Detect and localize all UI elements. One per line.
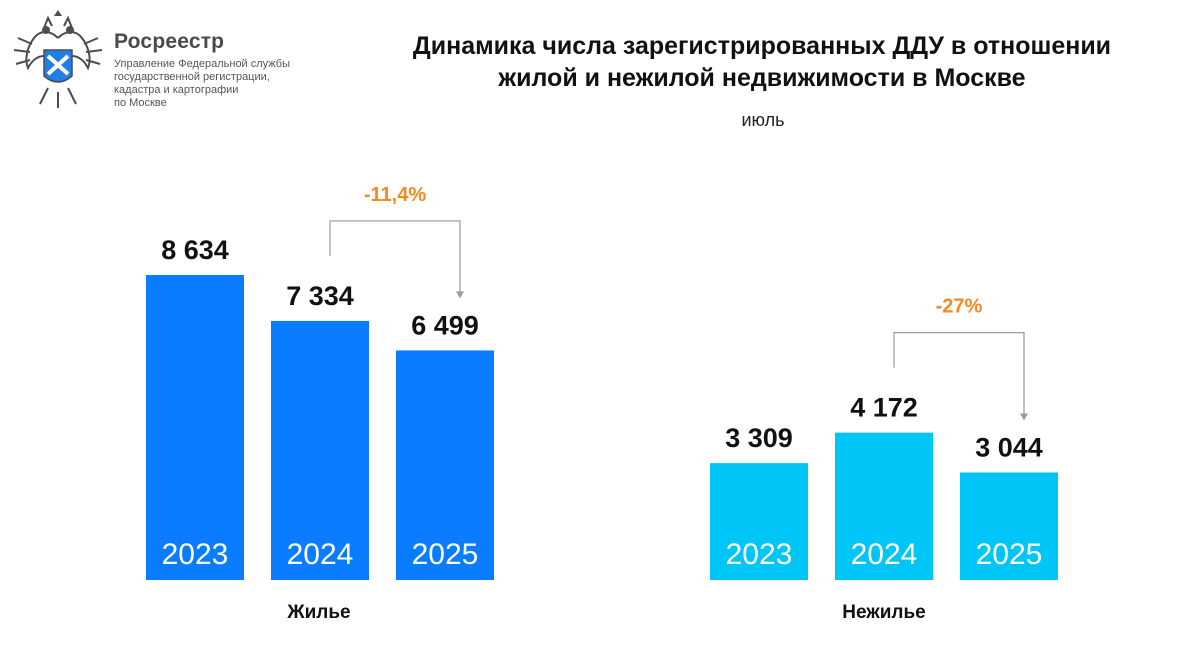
bar-2023	[146, 275, 244, 580]
chart-subtitle: июль	[741, 110, 785, 130]
bar-value-label: 3 044	[975, 432, 1043, 462]
bar-2024	[271, 320, 369, 580]
change-arrow-icon	[456, 291, 464, 299]
bar-year-label: 2024	[287, 538, 354, 571]
bar-value-label: 4 172	[850, 393, 918, 423]
org-subtitle-line: по Москве	[114, 97, 167, 109]
change-arrow-icon	[1020, 413, 1028, 421]
chart-title-line-2: жилой и нежилой недвижимости в Москве	[498, 64, 1026, 92]
bar-value-label: 6 499	[411, 310, 479, 340]
change-bracket	[893, 332, 1025, 415]
bar-year-label: 2025	[412, 538, 479, 571]
group-label: Нежилье	[842, 602, 926, 623]
group-label: Жилье	[286, 602, 350, 623]
bar-value-label: 3 309	[725, 423, 793, 453]
rosreestr-emblem-icon	[13, 10, 103, 108]
bar-2023	[710, 463, 808, 580]
chart-title-line-1: Динамика числа зарегистрированных ДДУ в …	[412, 32, 1112, 60]
org-subtitle-line: кадастра и картографии	[114, 84, 239, 96]
bar-value-label: 7 334	[286, 281, 354, 311]
bar-2024	[835, 432, 933, 580]
org-name: Росреестр	[114, 30, 225, 53]
change-percent-label: -27%	[936, 296, 983, 318]
bar-year-label: 2025	[976, 538, 1043, 571]
bar-2025	[960, 472, 1058, 580]
change-bracket	[329, 220, 461, 293]
change-percent-label: -11,4%	[364, 184, 426, 206]
bar-value-label: 8 634	[161, 235, 229, 265]
org-subtitle-line: Управление Федеральной службы	[114, 58, 290, 70]
bar-year-label: 2023	[162, 538, 229, 571]
bar-2025	[396, 350, 494, 580]
org-subtitle-line: государственной регистрации,	[114, 71, 270, 83]
logo: Росреестр Управление Федеральной службы …	[10, 8, 320, 118]
bar-year-label: 2024	[851, 538, 918, 571]
bar-year-label: 2023	[726, 538, 793, 571]
